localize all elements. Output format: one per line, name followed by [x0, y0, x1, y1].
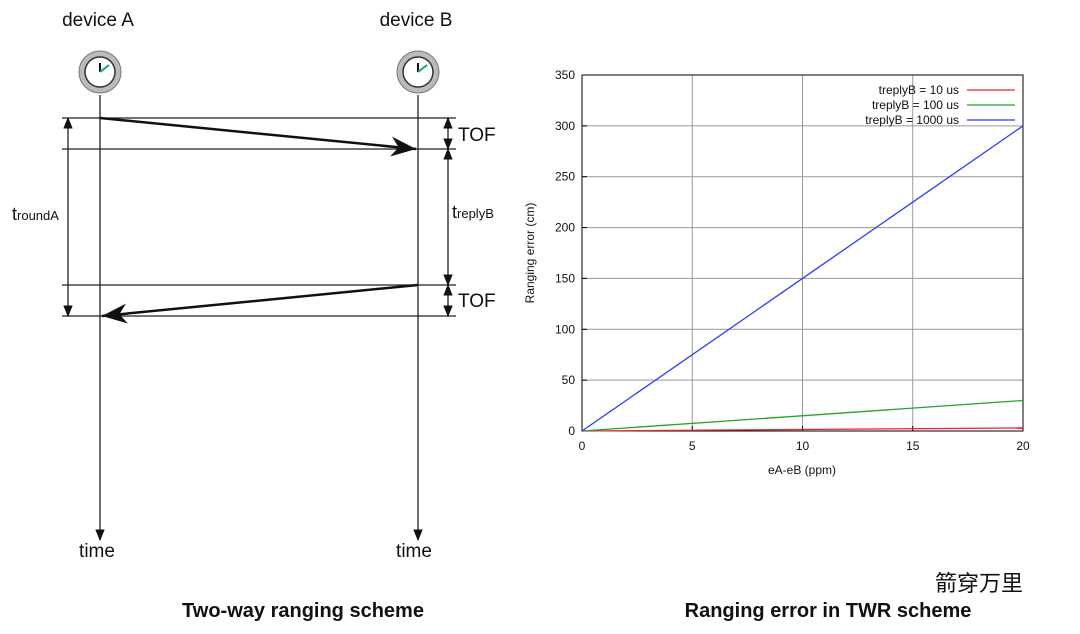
series-line	[581, 427, 1024, 432]
clock-hand	[417, 64, 428, 73]
chart-title: Ranging error in TWR scheme	[685, 600, 972, 622]
x-tick-label: 20	[1016, 439, 1030, 453]
interval-label: treplyB	[452, 202, 494, 222]
clock	[78, 50, 122, 94]
subscript: roundA	[17, 208, 59, 223]
symbol: t	[12, 204, 17, 224]
legend-label: treplyB = 100 us	[872, 98, 959, 112]
tof-label: TOF	[458, 125, 496, 146]
ranging-diagram: device A device B troundA treplyB TOF TO…	[12, 10, 1023, 622]
watermark: 箭穿万里	[935, 571, 1023, 596]
x-tick-label: 0	[579, 439, 586, 453]
clock	[396, 50, 440, 94]
x-tick-label: 10	[796, 439, 810, 453]
x-tick-label: 15	[906, 439, 920, 453]
message-arrow	[101, 283, 419, 324]
subscript: replyB	[457, 206, 494, 221]
series-line	[581, 399, 1024, 432]
legend-label: treplyB = 10 us	[879, 83, 959, 97]
y-tick-label: 0	[568, 424, 575, 438]
x-axis-label: eA-eB (ppm)	[768, 463, 836, 477]
x-tick-label: 5	[689, 439, 696, 453]
y-tick-label: 200	[555, 221, 575, 235]
y-tick-label: 50	[562, 373, 576, 387]
message-arrow	[99, 116, 417, 157]
symbol: t	[452, 202, 457, 222]
time-label: time	[79, 541, 115, 562]
y-tick-label: 250	[555, 170, 575, 184]
device-label: device A	[62, 10, 134, 31]
time-label: time	[396, 541, 432, 562]
chart: Ranging error in TWR scheme eA-eB (ppm) …	[523, 68, 1030, 622]
y-tick-label: 300	[555, 119, 575, 133]
y-axis-label: Ranging error (cm)	[523, 203, 537, 304]
plot-frame	[581, 74, 1024, 432]
clock-hand	[99, 64, 110, 73]
device-label: device B	[380, 10, 453, 31]
y-tick-label: 150	[555, 271, 575, 285]
interval-label: troundA	[12, 204, 59, 224]
y-tick-label: 350	[555, 68, 575, 82]
y-tick-label: 100	[555, 322, 575, 336]
tof-label: TOF	[458, 291, 496, 312]
caption: Two-way ranging scheme	[182, 600, 424, 622]
series-line	[581, 125, 1024, 432]
legend-label: treplyB = 1000 us	[865, 113, 959, 127]
